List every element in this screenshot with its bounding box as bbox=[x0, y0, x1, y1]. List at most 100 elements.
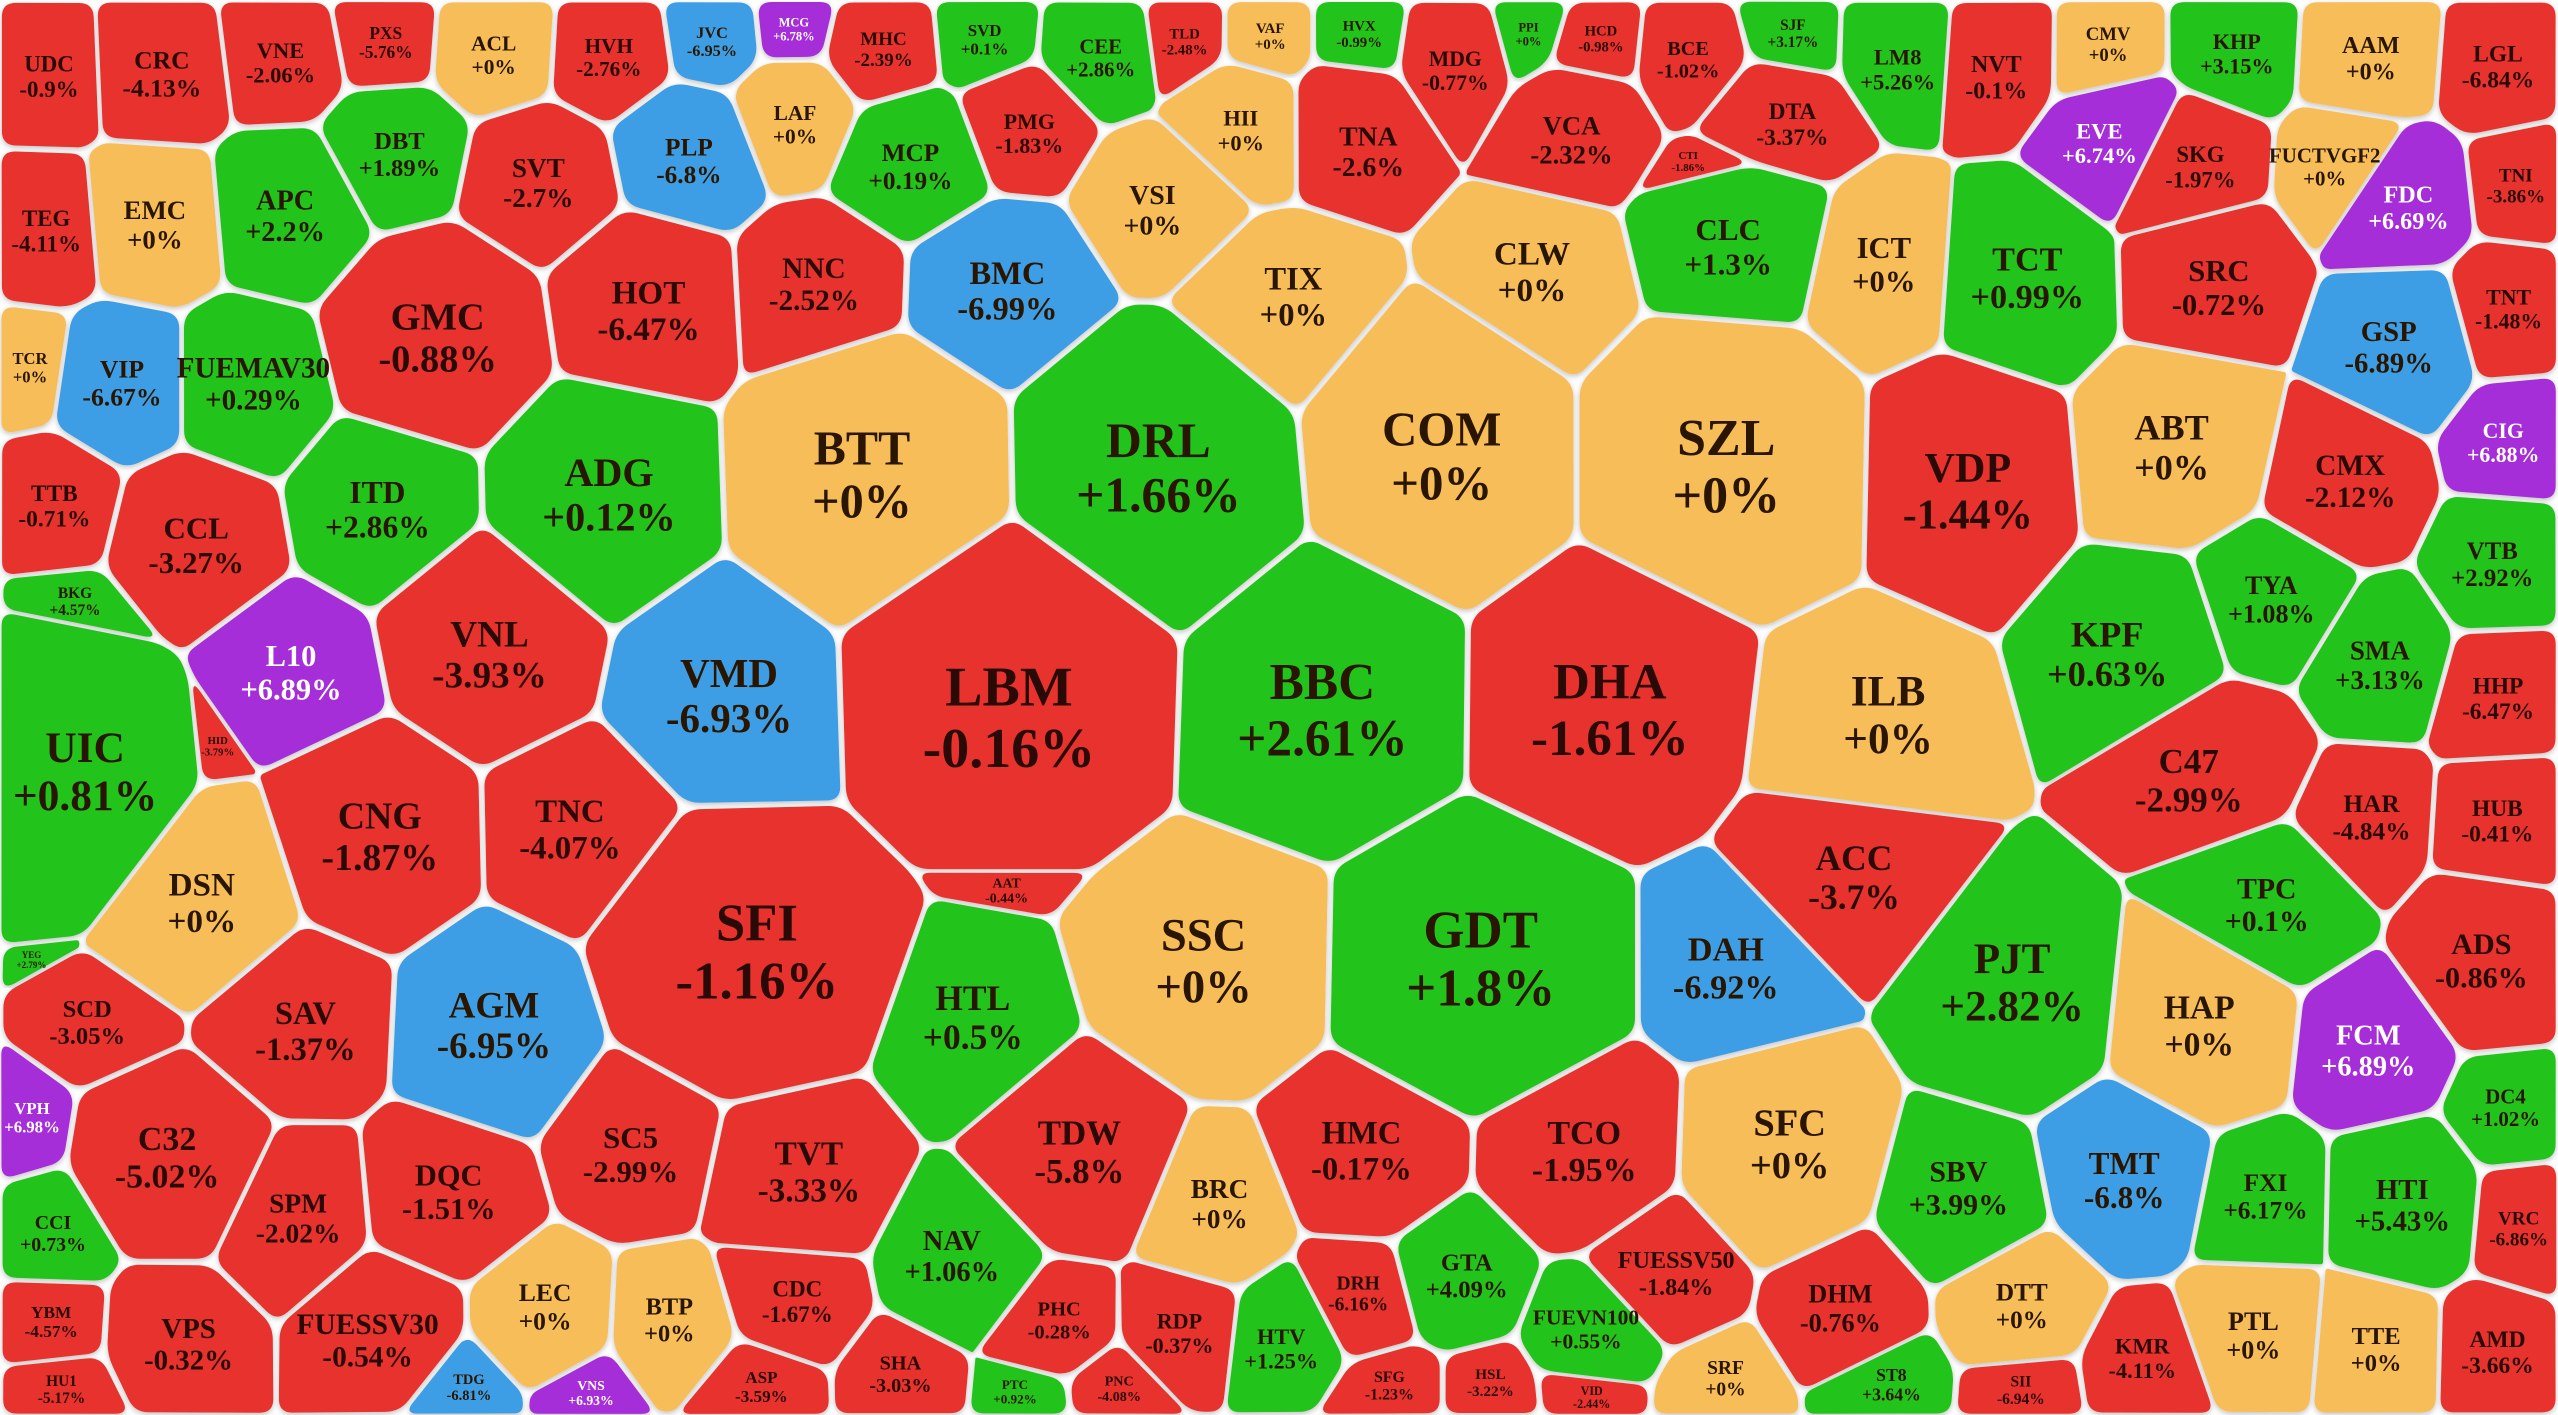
stock-cell-spm[interactable] bbox=[218, 1125, 366, 1317]
stock-cell-eve[interactable] bbox=[2020, 77, 2177, 221]
stock-cell-fuctvgf2[interactable] bbox=[2274, 107, 2399, 249]
stock-cell-l10[interactable] bbox=[187, 577, 385, 766]
stock-cell-hsl[interactable] bbox=[1445, 1342, 1537, 1414]
stock-cell-pmg[interactable] bbox=[962, 66, 1098, 197]
stock-cell-aat[interactable] bbox=[922, 872, 1083, 915]
stock-cell-fuessv50[interactable] bbox=[1589, 1194, 1754, 1345]
stock-cell-htl[interactable] bbox=[872, 901, 1080, 1143]
stock-cell-src[interactable] bbox=[2120, 204, 2317, 366]
stock-cell-mcp[interactable] bbox=[830, 88, 988, 241]
stock-cell-sjf[interactable] bbox=[1740, 1, 1839, 70]
stock-cell-drh[interactable] bbox=[1296, 1238, 1414, 1355]
stock-cell-yeg[interactable] bbox=[2, 940, 80, 986]
stock-cell-ybm[interactable] bbox=[2, 1282, 105, 1363]
stock-cell-hii[interactable] bbox=[1158, 65, 1294, 205]
stock-cell-lm8[interactable] bbox=[1842, 2, 1948, 150]
stock-cell-ttb[interactable] bbox=[2, 432, 121, 574]
stock-cell-scd[interactable] bbox=[3, 953, 185, 1086]
stock-cell-mhc[interactable] bbox=[829, 2, 937, 101]
stock-cell-btp[interactable] bbox=[613, 1238, 732, 1412]
stock-cell-sfi[interactable] bbox=[585, 805, 924, 1099]
stock-cell-tnc[interactable] bbox=[484, 721, 678, 939]
stock-cell-laf[interactable] bbox=[735, 62, 854, 196]
stock-cell-uic[interactable] bbox=[1, 614, 198, 943]
stock-cell-hvx[interactable] bbox=[1316, 1, 1404, 68]
stock-cell-mdg[interactable] bbox=[1402, 2, 1508, 162]
stock-cell-vnl[interactable] bbox=[376, 530, 608, 764]
stock-cell-svt[interactable] bbox=[459, 103, 618, 267]
stock-cell-ptc[interactable] bbox=[971, 1357, 1066, 1414]
stock-cell-dhm[interactable] bbox=[1756, 1229, 1929, 1387]
stock-cell-vtb[interactable] bbox=[2416, 497, 2556, 629]
stock-cell-svd[interactable] bbox=[936, 2, 1039, 88]
stock-cell-phc[interactable] bbox=[982, 1259, 1116, 1374]
stock-cell-gdt[interactable] bbox=[1330, 795, 1635, 1116]
stock-cell-vps[interactable] bbox=[107, 1264, 274, 1413]
stock-cell-brc[interactable] bbox=[1136, 1106, 1298, 1283]
stock-cell-tcr[interactable] bbox=[1, 307, 66, 433]
stock-cell-acl[interactable] bbox=[435, 2, 553, 116]
stock-cell-sma[interactable] bbox=[2298, 569, 2451, 743]
stock-cell-ppi[interactable] bbox=[1495, 2, 1563, 78]
stock-cell-nnc[interactable] bbox=[737, 198, 904, 373]
stock-cell-emc[interactable] bbox=[89, 143, 221, 307]
stock-cell-adg[interactable] bbox=[484, 379, 722, 623]
stock-cell-plp[interactable] bbox=[613, 84, 766, 231]
stock-cell-rdp[interactable] bbox=[1120, 1262, 1235, 1412]
stock-cell-tte[interactable] bbox=[2314, 1268, 2438, 1413]
stock-cell-dha[interactable] bbox=[1469, 545, 1759, 865]
stock-cell-srf[interactable] bbox=[1654, 1322, 1799, 1414]
stock-cell-dbt[interactable] bbox=[323, 87, 468, 230]
stock-cell-btt[interactable] bbox=[723, 333, 1010, 626]
stock-cell-cng[interactable] bbox=[260, 717, 481, 954]
stock-cell-htv[interactable] bbox=[1227, 1262, 1342, 1413]
stock-cell-abt[interactable] bbox=[2072, 344, 2286, 548]
stock-cell-tpc[interactable] bbox=[2124, 824, 2381, 986]
stock-cell-dc4[interactable] bbox=[2443, 1049, 2556, 1165]
stock-cell-gmc[interactable] bbox=[319, 222, 552, 449]
stock-cell-hid[interactable] bbox=[193, 686, 256, 780]
stock-cell-tni[interactable] bbox=[2468, 124, 2557, 243]
stock-cell-nvt[interactable] bbox=[1942, 2, 2052, 158]
stock-cell-pnc[interactable] bbox=[1071, 1347, 1182, 1414]
stock-cell-hvh[interactable] bbox=[553, 2, 669, 121]
stock-cell-hhp[interactable] bbox=[2428, 630, 2556, 759]
stock-cell-gta[interactable] bbox=[1398, 1192, 1539, 1350]
stock-cell-tdw[interactable] bbox=[955, 1036, 1188, 1262]
stock-cell-kmr[interactable] bbox=[2082, 1283, 2211, 1413]
stock-cell-dtt[interactable] bbox=[1935, 1231, 2109, 1365]
stock-cell-pjt[interactable] bbox=[1871, 816, 2122, 1115]
stock-cell-ict[interactable] bbox=[1807, 153, 1951, 375]
stock-cell-khp[interactable] bbox=[2170, 2, 2298, 118]
stock-cell-pxs[interactable] bbox=[334, 2, 435, 86]
stock-cell-c32[interactable] bbox=[70, 1049, 272, 1259]
stock-cell-dsn[interactable] bbox=[85, 781, 298, 1012]
stock-cell-dah[interactable] bbox=[1640, 846, 1866, 1063]
stock-cell-crc[interactable] bbox=[97, 2, 229, 144]
stock-cell-ccl[interactable] bbox=[108, 452, 290, 648]
stock-cell-cci[interactable] bbox=[2, 1170, 119, 1281]
stock-cell-hti[interactable] bbox=[2328, 1116, 2477, 1288]
stock-cell-aam[interactable] bbox=[2299, 2, 2441, 118]
stock-cell-nav[interactable] bbox=[873, 1148, 1043, 1353]
stock-cell-cee[interactable] bbox=[1041, 2, 1156, 124]
stock-cell-gsp[interactable] bbox=[2291, 270, 2473, 435]
stock-cell-hot[interactable] bbox=[547, 212, 739, 402]
stock-cell-lgl[interactable] bbox=[2439, 2, 2556, 133]
stock-cell-ads[interactable] bbox=[2385, 874, 2556, 1051]
stock-cell-vsi[interactable] bbox=[1068, 119, 1249, 298]
stock-cell-c47[interactable] bbox=[2040, 680, 2318, 873]
stock-cell-ptl[interactable] bbox=[2175, 1264, 2320, 1413]
stock-cell-dta[interactable] bbox=[1700, 64, 1880, 181]
stock-cell-skg[interactable] bbox=[2115, 94, 2272, 234]
stock-cell-tmt[interactable] bbox=[2036, 1079, 2210, 1279]
stock-cell-lbm[interactable] bbox=[841, 522, 1178, 870]
stock-cell-fdc[interactable] bbox=[2319, 121, 2472, 270]
stock-cell-udc[interactable] bbox=[1, 2, 99, 148]
stock-cell-fuemav30[interactable] bbox=[184, 292, 334, 477]
stock-cell-acc[interactable] bbox=[1714, 792, 2005, 1002]
stock-cell-tnt[interactable] bbox=[2452, 242, 2556, 378]
stock-cell-vrc[interactable] bbox=[2474, 1165, 2557, 1294]
stock-cell-sha[interactable] bbox=[834, 1314, 969, 1414]
stock-cell-fuessv30[interactable] bbox=[278, 1251, 464, 1413]
